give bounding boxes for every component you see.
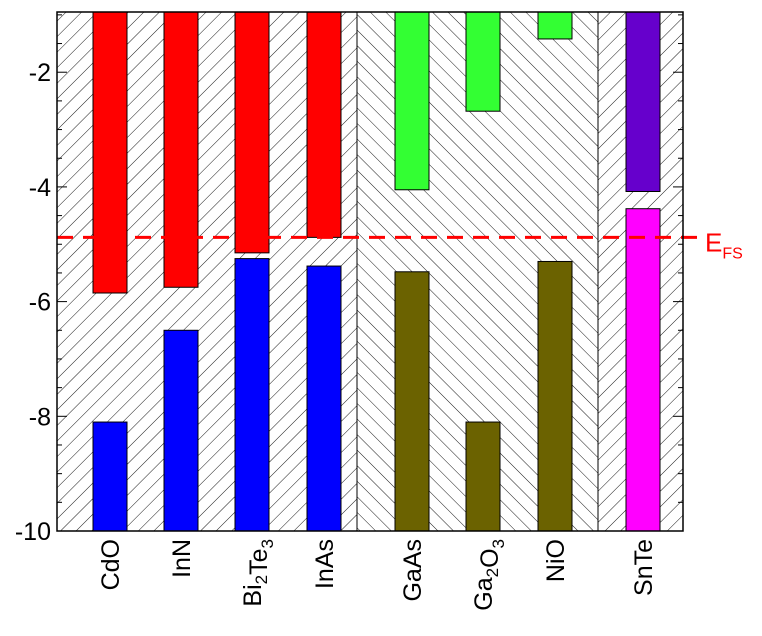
x-axis: CdO InN Bi2Te3 InAs GaAs Ga2O3 NiO SnTe [97, 539, 658, 611]
conduction-band-bar [163, 11, 199, 288]
x-category-label: Bi2Te3 [239, 539, 277, 607]
x-category-label: InAs [311, 539, 339, 589]
conduction-band-bar [394, 11, 430, 191]
x-category-label: SnTe [630, 539, 658, 596]
conduction-band-bar [537, 11, 573, 40]
valence-band-bar [537, 260, 573, 532]
y-tick-label: -8 [29, 403, 51, 431]
conduction-band-bar [92, 11, 128, 294]
conduction-band-bar [465, 11, 501, 112]
valence-band-bar [625, 208, 661, 532]
valence-band-bar [163, 329, 199, 532]
x-category-text: InAs [311, 539, 339, 589]
x-category-text: InN [168, 539, 196, 578]
efs-label: EFS [705, 227, 743, 262]
y-tick-label: -10 [15, 518, 51, 546]
plot-frame [56, 11, 684, 532]
x-category-text: GaAs [399, 539, 427, 602]
valence-band-bar [306, 265, 342, 532]
valence-band-bar [234, 258, 270, 532]
y-tick-label: -6 [29, 289, 51, 317]
x-category-label: GaAs [399, 539, 427, 602]
x-category-label: InN [168, 539, 196, 578]
efs-annotation: EFS [57, 227, 743, 262]
valence-band-bar [92, 421, 128, 532]
x-category-text: Bi2Te3 [239, 539, 277, 607]
plot-background [57, 12, 683, 531]
valence-band-bar [394, 271, 430, 532]
plot-border [56, 11, 684, 532]
x-category-label: NiO [542, 539, 570, 582]
conduction-band-bar [234, 11, 270, 254]
x-category-text: CdO [97, 539, 125, 590]
x-category-text: NiO [542, 539, 570, 582]
x-category-label: CdO [97, 539, 125, 590]
x-category-text: Ga2O3 [470, 539, 508, 611]
conduction-band-bar [625, 11, 661, 192]
x-category-label: Ga2O3 [470, 539, 508, 611]
x-category-text: SnTe [630, 539, 658, 596]
y-axis: -2 -4 -6 -8 -10 [15, 14, 683, 546]
valence-band-bar [465, 421, 501, 532]
y-tick-label: -2 [29, 59, 51, 87]
bars-layer [92, 11, 661, 532]
conduction-band-bar [306, 11, 342, 238]
y-tick-label: -4 [29, 174, 51, 202]
